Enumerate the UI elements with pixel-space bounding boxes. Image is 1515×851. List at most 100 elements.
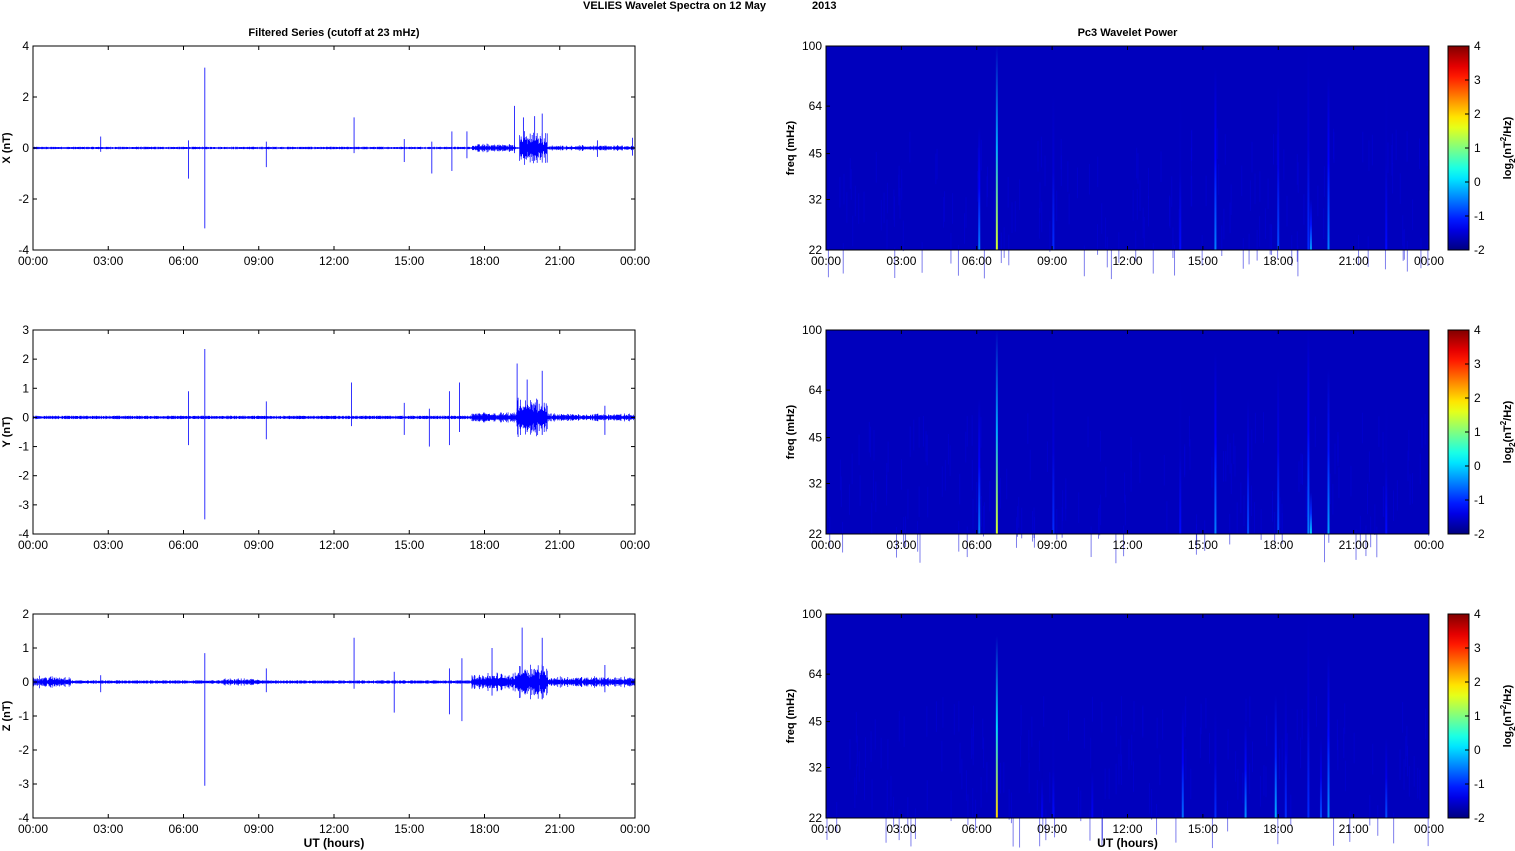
power-texture (1243, 495, 1245, 527)
power-texture (869, 426, 871, 458)
power-texture (966, 416, 968, 447)
power-texture (1159, 754, 1161, 786)
power-texture (1162, 709, 1164, 740)
power-texture (1237, 769, 1239, 800)
power-texture (1409, 474, 1411, 505)
power-texture (1101, 814, 1103, 846)
power-texture (926, 434, 928, 466)
power-texture (1248, 233, 1250, 265)
power-texture (1148, 167, 1150, 199)
power-texture (1083, 717, 1085, 749)
power-texture (898, 809, 900, 841)
power-texture (1286, 195, 1288, 227)
power-texture (999, 477, 1001, 509)
power-texture (1425, 708, 1427, 740)
line-ytick-label: -4 (18, 811, 29, 825)
power-texture (1370, 516, 1372, 548)
power-texture (1343, 727, 1345, 759)
power-texture (1377, 805, 1379, 836)
power-streak (1385, 76, 1388, 250)
power-streak (1327, 368, 1330, 534)
power-texture (1224, 134, 1226, 165)
power-texture (1101, 701, 1103, 733)
line-xtick-label: 12:00 (319, 538, 349, 552)
power-texture (1393, 812, 1395, 844)
power-texture (1272, 133, 1274, 165)
power-texture (849, 158, 851, 189)
line-xtick-label: 00:00 (620, 822, 650, 836)
power-texture (927, 486, 929, 518)
power-texture (1087, 416, 1089, 448)
power-texture (973, 705, 975, 737)
power-texture (1036, 779, 1038, 811)
power-texture (1264, 208, 1266, 239)
power-texture (941, 740, 943, 772)
power-texture (1115, 716, 1117, 747)
power-texture (1068, 710, 1070, 741)
power-texture (1337, 739, 1339, 771)
power-texture (1251, 429, 1253, 461)
heatmap-ylabel: freq (mHz) (785, 404, 797, 459)
power-texture (1314, 416, 1316, 448)
power-texture (1406, 725, 1408, 757)
line-ytick-label: -1 (18, 440, 29, 454)
power-texture (1359, 515, 1361, 547)
power-texture (1355, 529, 1357, 560)
power-texture (1039, 815, 1041, 847)
heatmap-xtick-label: 18:00 (1263, 538, 1293, 552)
power-texture (983, 502, 985, 533)
line-ytick-label: 1 (22, 381, 29, 395)
power-texture (863, 769, 865, 801)
power-texture (1315, 696, 1317, 727)
power-texture (1190, 147, 1192, 179)
power-texture (1209, 733, 1211, 764)
power-texture (1205, 175, 1207, 207)
power-texture (1378, 416, 1380, 447)
power-texture (848, 484, 850, 515)
power-texture (1350, 465, 1352, 497)
power-texture (850, 169, 852, 200)
power-texture (999, 762, 1001, 794)
power-texture (895, 526, 897, 558)
line-xtick-label: 21:00 (545, 822, 575, 836)
power-streak (1052, 721, 1055, 818)
power-texture (1229, 202, 1231, 234)
power-texture (1007, 176, 1009, 208)
power-texture (903, 716, 905, 747)
power-texture (1234, 445, 1236, 477)
power-texture (1277, 813, 1279, 845)
power-texture (1242, 238, 1244, 269)
power-texture (1421, 417, 1423, 449)
power-texture (1391, 144, 1393, 176)
power-texture (1090, 737, 1092, 769)
power-texture (1028, 762, 1030, 794)
power-streak (1214, 707, 1217, 818)
power-texture (875, 481, 877, 513)
power-texture (1091, 696, 1093, 728)
power-texture (1110, 248, 1112, 280)
power-streak (1327, 76, 1330, 250)
power-texture (871, 502, 873, 534)
power-texture (827, 246, 829, 278)
power-texture (1344, 760, 1346, 792)
power-texture (1217, 128, 1219, 160)
power-texture (1185, 696, 1187, 727)
power-texture (1254, 412, 1256, 444)
power-texture (839, 177, 841, 208)
line-ytick-label: -2 (18, 469, 29, 483)
line-xtick-label: 15:00 (394, 822, 424, 836)
line-xtick-label: 03:00 (93, 254, 123, 268)
power-texture (1406, 745, 1408, 777)
line-ytick-label: -4 (18, 243, 29, 257)
line-xtick-label: 09:00 (244, 822, 274, 836)
heatmap-xtick-label: 00:00 (811, 254, 841, 268)
power-texture (887, 739, 889, 770)
power-texture (965, 770, 967, 801)
power-texture (1278, 748, 1280, 780)
power-texture (1174, 244, 1176, 276)
power-texture (1229, 513, 1231, 545)
power-texture (1039, 182, 1041, 213)
heatmap-xtick-label: 00:00 (1414, 538, 1444, 552)
